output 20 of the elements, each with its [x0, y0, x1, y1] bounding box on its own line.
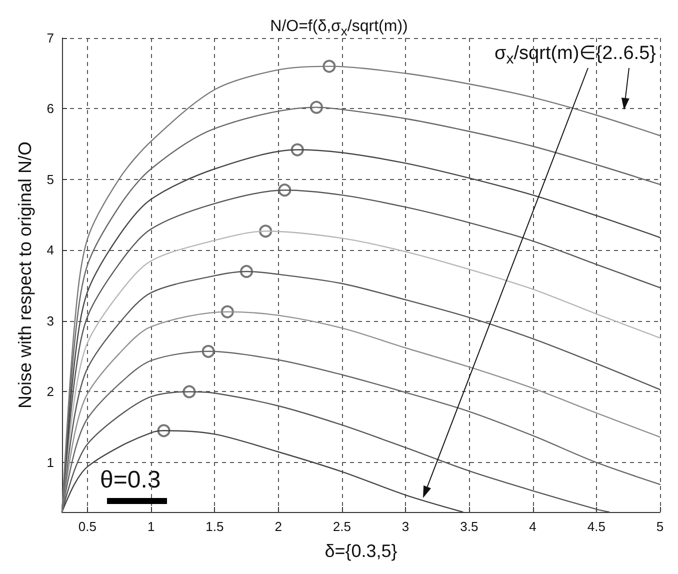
x-tick-label: 0.5: [78, 519, 96, 534]
x-tick-label: 1.5: [206, 519, 224, 534]
y-tick-label: 7: [46, 30, 54, 46]
annotation: θ=0.3: [100, 466, 161, 494]
y-tick-label: 3: [46, 313, 54, 328]
y-tick-label: 5: [46, 172, 54, 187]
x-tick-label: 1: [147, 519, 155, 534]
y-tick-label: 1: [46, 454, 54, 470]
y-tick-label: 6: [46, 101, 54, 116]
x-tick-label: 2: [274, 519, 282, 534]
y-tick-label: 4: [46, 242, 54, 258]
x-tick-label: 3: [402, 519, 410, 534]
x-tick-label: 4: [529, 519, 536, 534]
x-axis-title: δ={0.3,5}: [324, 541, 398, 561]
y-tick-label: 2: [46, 384, 54, 400]
y-axis-title: Noise with respect to original N/O: [15, 141, 35, 409]
x-tick-label: 3.5: [460, 519, 478, 534]
x-tick-label: 2.5: [332, 519, 351, 534]
x-tick-label: 4.5: [587, 519, 606, 534]
x-tick-label: 5: [656, 519, 664, 534]
